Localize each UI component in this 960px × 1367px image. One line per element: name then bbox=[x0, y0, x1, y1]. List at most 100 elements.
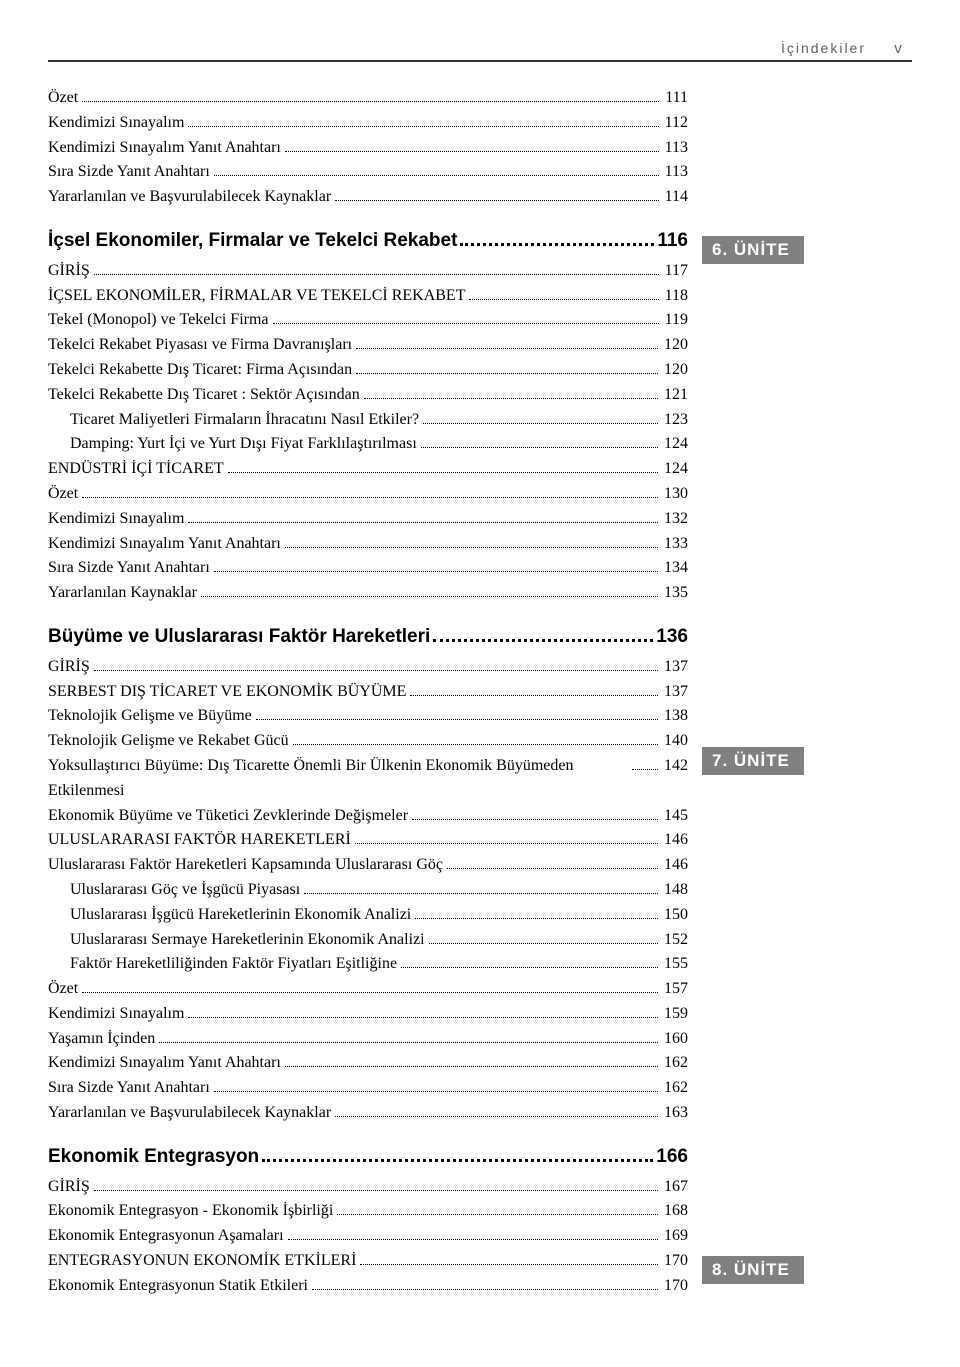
toc-entry-title: Damping: Yurt İçi ve Yurt Dışı Fiyat Far… bbox=[70, 432, 417, 457]
toc-dot-leader bbox=[447, 868, 658, 869]
toc-entry-page: 162 bbox=[660, 1076, 688, 1101]
toc-dot-leader bbox=[256, 719, 658, 720]
toc-entry-page: 142 bbox=[660, 754, 688, 779]
toc-entry-title: Özet bbox=[48, 482, 78, 507]
toc-entry-title: Teknolojik Gelişme ve Büyüme bbox=[48, 704, 252, 729]
toc-entry-title: Yararlanılan ve Başvurulabilecek Kaynakl… bbox=[48, 1101, 331, 1126]
toc-dot-leader bbox=[364, 398, 658, 399]
toc-section: İçsel Ekonomiler, Firmalar ve Tekelci Re… bbox=[48, 230, 688, 606]
header-page-roman: v bbox=[884, 40, 912, 57]
toc-entry-page: 123 bbox=[660, 408, 688, 433]
toc-entry-title: Kendimizi Sınayalım bbox=[48, 507, 184, 532]
toc-dot-leader bbox=[201, 596, 658, 597]
chapter-title: Ekonomik Entegrasyon bbox=[48, 1146, 259, 1169]
toc-entry-title: ULUSLARARASI FAKTÖR HAREKETLERİ bbox=[48, 828, 351, 853]
toc-row: SERBEST DIŞ TİCARET VE EKONOMİK BÜYÜME13… bbox=[48, 680, 688, 705]
toc-row: Kendimizi Sınayalım132 bbox=[48, 507, 688, 532]
toc-entry-title: Yararlanılan Kaynaklar bbox=[48, 581, 197, 606]
toc-row: Kendimizi Sınayalım Yanıt Anahtarı113 bbox=[48, 136, 688, 161]
toc-row: Ekonomik Entegrasyonun Statik Etkileri 17… bbox=[48, 1274, 688, 1299]
toc-row: Teknolojik Gelişme ve Rekabet Gücü140 bbox=[48, 729, 688, 754]
toc-entry-page: 133 bbox=[660, 532, 688, 557]
toc-dot-leader bbox=[293, 744, 658, 745]
toc-entry-page: 162 bbox=[660, 1051, 688, 1076]
toc-dot-leader bbox=[159, 1042, 658, 1043]
toc-entry-page: 146 bbox=[660, 828, 688, 853]
toc-dot-leader bbox=[214, 1091, 658, 1092]
toc-row: Özet130 bbox=[48, 482, 688, 507]
toc-dot-leader bbox=[288, 1239, 658, 1240]
unit-pill: 6. ÜNİTE bbox=[702, 236, 804, 264]
toc-row: Yararlanılan ve Başvurulabilecek Kaynakl… bbox=[48, 185, 688, 210]
toc-entry-title: GİRİŞ bbox=[48, 259, 90, 284]
toc-entry-page: 169 bbox=[660, 1224, 688, 1249]
toc-dot-leader bbox=[214, 175, 659, 176]
toc-dot-leader bbox=[285, 1066, 658, 1067]
spacer bbox=[702, 86, 902, 236]
toc-dot-leader bbox=[228, 472, 658, 473]
toc-entry-page: 112 bbox=[661, 111, 688, 136]
toc-dot-leader bbox=[312, 1289, 658, 1290]
toc-entry-page: 155 bbox=[660, 952, 688, 977]
toc-entry-title: Yaşamın İçinden bbox=[48, 1027, 155, 1052]
toc-entry-page: 170 bbox=[660, 1274, 688, 1299]
toc-entry-page: 168 bbox=[660, 1199, 688, 1224]
toc-dot-leader bbox=[421, 447, 658, 448]
toc-entry-page: 137 bbox=[660, 655, 688, 680]
toc-row: Teknolojik Gelişme ve Büyüme138 bbox=[48, 704, 688, 729]
toc-row: Uluslararası İşgücü Hareketlerinin Ekono… bbox=[48, 903, 688, 928]
toc-entry-title: Ekonomik Entegrasyonun Statik Etkileri bbox=[48, 1274, 308, 1299]
chapter-heading: Ekonomik Entegrasyon166 bbox=[48, 1146, 688, 1169]
toc-dot-leader bbox=[360, 1264, 658, 1265]
toc-row: Özet157 bbox=[48, 977, 688, 1002]
toc-row: Özet111 bbox=[48, 86, 688, 111]
toc-row: Ekonomik Büyüme ve Tüketici Zevklerinde … bbox=[48, 804, 688, 829]
toc-dot-leader bbox=[188, 126, 658, 127]
toc-row: Sıra Sizde Yanıt Anahtarı162 bbox=[48, 1076, 688, 1101]
toc-page: İçindekiler v Özet111Kendimizi Sınayalım… bbox=[0, 0, 960, 1367]
toc-row: Uluslararası Göç ve İşgücü Piyasası148 bbox=[48, 878, 688, 903]
toc-entry-page: 135 bbox=[660, 581, 688, 606]
toc-entry-title: Kendimizi Sınayalım Yanıt Anahtarı bbox=[48, 136, 281, 161]
toc-row: Yararlanılan ve Başvurulabilecek Kaynakl… bbox=[48, 1101, 688, 1126]
toc-entry-page: 145 bbox=[660, 804, 688, 829]
toc-dot-leader bbox=[401, 967, 658, 968]
toc-dot-leader bbox=[285, 547, 658, 548]
toc-entry-title: Kendimizi Sınayalım bbox=[48, 111, 184, 136]
toc-entry-title: Özet bbox=[48, 977, 78, 1002]
toc-section: Özet111Kendimizi Sınayalım112Kendimizi S… bbox=[48, 86, 688, 210]
toc-dot-leader bbox=[356, 373, 658, 374]
chapter-heading: İçsel Ekonomiler, Firmalar ve Tekelci Re… bbox=[48, 230, 688, 253]
toc-row: Tekel (Monopol) ve Tekelci Firma119 bbox=[48, 308, 688, 333]
toc-dot-leader bbox=[335, 1116, 658, 1117]
toc-entry-title: ENDÜSTRİ İÇİ TİCARET bbox=[48, 457, 224, 482]
spacer bbox=[702, 270, 902, 747]
toc-entry-page: 124 bbox=[660, 457, 688, 482]
toc-entry-title: Ekonomik Entegrasyonun Aşamaları bbox=[48, 1224, 284, 1249]
toc-row: Yoksullaştırıcı Büyüme: Dış Ticarette Ön… bbox=[48, 754, 688, 804]
toc-entry-title: Uluslararası Göç ve İşgücü Piyasası bbox=[70, 878, 300, 903]
toc-row: Ticaret Maliyetleri Firmaların İhracatın… bbox=[48, 408, 688, 433]
toc-entry-title: SERBEST DIŞ TİCARET VE EKONOMİK BÜYÜME bbox=[48, 680, 406, 705]
toc-row: Ekonomik Entegrasyon - Ekonomik İşbirliğ… bbox=[48, 1199, 688, 1224]
toc-dot-leader bbox=[188, 1017, 658, 1018]
toc-entry-page: 152 bbox=[660, 928, 688, 953]
toc-entry-page: 121 bbox=[660, 383, 688, 408]
chapter-page: 136 bbox=[656, 626, 688, 649]
toc-entry-title: Özet bbox=[48, 86, 78, 111]
unit-pill: 8. ÜNİTE bbox=[702, 1256, 804, 1284]
page-header: İçindekiler v bbox=[48, 40, 912, 62]
unit-pill-column: 6. ÜNİTE7. ÜNİTE8. ÜNİTE bbox=[702, 86, 902, 1319]
toc-row: Uluslararası Sermaye Hareketlerinin Ekon… bbox=[48, 928, 688, 953]
toc-entry-page: 150 bbox=[660, 903, 688, 928]
toc-entry-title: Kendimizi Sınayalım Yanıt Anahtarı bbox=[48, 532, 281, 557]
toc-dot-leader bbox=[335, 200, 658, 201]
toc-row: Uluslararası Faktör Hareketleri Kapsamın… bbox=[48, 853, 688, 878]
toc-entry-title: Faktör Hareketliliğinden Faktör Fiyatlar… bbox=[70, 952, 397, 977]
toc-entry-page: 140 bbox=[660, 729, 688, 754]
toc-entry-page: 159 bbox=[660, 1002, 688, 1027]
toc-dot-leader bbox=[273, 323, 659, 324]
toc-dot-leader bbox=[188, 522, 658, 523]
toc-entry-title: Tekelci Rekabette Dış Ticaret : Sektör A… bbox=[48, 383, 360, 408]
toc-entry-title: Yoksullaştırıcı Büyüme: Dış Ticarette Ön… bbox=[48, 754, 628, 804]
